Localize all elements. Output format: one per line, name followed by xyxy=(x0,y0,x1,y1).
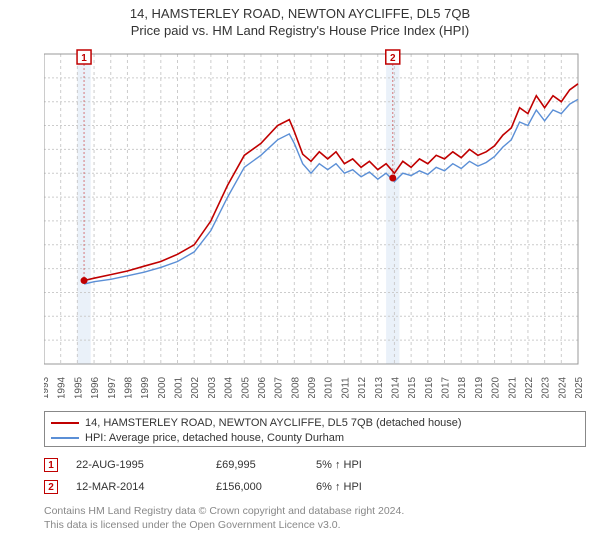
chart-container: 14, HAMSTERLEY ROAD, NEWTON AYCLIFFE, DL… xyxy=(0,0,600,560)
svg-text:2019: 2019 xyxy=(474,376,485,398)
svg-text:2016: 2016 xyxy=(424,376,435,398)
footer-line-2: This data is licensed under the Open Gov… xyxy=(44,518,404,532)
svg-text:2021: 2021 xyxy=(507,376,518,398)
title-line-1: 14, HAMSTERLEY ROAD, NEWTON AYCLIFFE, DL… xyxy=(0,6,600,21)
svg-text:2022: 2022 xyxy=(524,376,535,398)
sale-price-2: £156,000 xyxy=(216,481,316,493)
svg-text:2018: 2018 xyxy=(457,376,468,398)
legend-label-property: 14, HAMSTERLEY ROAD, NEWTON AYCLIFFE, DL… xyxy=(85,417,462,429)
sale-delta-2: 6% ↑ HPI xyxy=(316,481,362,493)
svg-text:2023: 2023 xyxy=(541,376,552,398)
sale-row-1: 1 22-AUG-1995 £69,995 5% ↑ HPI xyxy=(44,454,586,476)
legend-swatch-hpi xyxy=(51,437,79,439)
svg-text:1993: 1993 xyxy=(44,376,51,398)
legend-label-hpi: HPI: Average price, detached house, Coun… xyxy=(85,432,344,444)
svg-text:2000: 2000 xyxy=(157,376,168,398)
svg-text:2002: 2002 xyxy=(190,376,201,398)
svg-text:1997: 1997 xyxy=(107,376,118,398)
svg-text:2024: 2024 xyxy=(557,376,568,398)
svg-text:2025: 2025 xyxy=(574,376,585,398)
sale-date-2: 12-MAR-2014 xyxy=(76,481,216,493)
legend-swatch-property xyxy=(51,422,79,424)
svg-text:2014: 2014 xyxy=(390,376,401,398)
sales-rows: 1 22-AUG-1995 £69,995 5% ↑ HPI 2 12-MAR-… xyxy=(44,454,586,498)
svg-text:2010: 2010 xyxy=(324,376,335,398)
legend-item-property: 14, HAMSTERLEY ROAD, NEWTON AYCLIFFE, DL… xyxy=(51,415,579,430)
title-line-2: Price paid vs. HM Land Registry's House … xyxy=(0,23,600,38)
svg-text:2017: 2017 xyxy=(441,376,452,398)
svg-text:1995: 1995 xyxy=(73,376,84,398)
footer-line-1: Contains HM Land Registry data © Crown c… xyxy=(44,504,404,518)
svg-text:2004: 2004 xyxy=(224,376,235,398)
svg-text:2005: 2005 xyxy=(240,376,251,398)
svg-text:1998: 1998 xyxy=(123,376,134,398)
svg-text:1994: 1994 xyxy=(57,376,68,398)
svg-text:2011: 2011 xyxy=(340,377,351,398)
svg-text:1999: 1999 xyxy=(140,376,151,398)
sale-row-2: 2 12-MAR-2014 £156,000 6% ↑ HPI xyxy=(44,476,586,498)
sale-delta-1: 5% ↑ HPI xyxy=(316,459,362,471)
sale-date-1: 22-AUG-1995 xyxy=(76,459,216,471)
svg-text:2001: 2001 xyxy=(174,376,185,398)
svg-text:2003: 2003 xyxy=(207,376,218,398)
sale-price-1: £69,995 xyxy=(216,459,316,471)
title-block: 14, HAMSTERLEY ROAD, NEWTON AYCLIFFE, DL… xyxy=(0,0,600,38)
footer: Contains HM Land Registry data © Crown c… xyxy=(44,504,404,532)
svg-text:2008: 2008 xyxy=(290,376,301,398)
legend: 14, HAMSTERLEY ROAD, NEWTON AYCLIFFE, DL… xyxy=(44,411,586,447)
svg-text:2007: 2007 xyxy=(274,376,285,398)
svg-text:1: 1 xyxy=(81,53,87,64)
chart-area: £0K£20K£40K£60K£80K£100K£120K£140K£160K£… xyxy=(44,48,588,398)
svg-text:2020: 2020 xyxy=(491,376,502,398)
legend-item-hpi: HPI: Average price, detached house, Coun… xyxy=(51,430,579,445)
svg-text:2009: 2009 xyxy=(307,376,318,398)
sale-marker-box-1: 1 xyxy=(44,458,58,472)
sale-marker-box-2: 2 xyxy=(44,480,58,494)
svg-text:2013: 2013 xyxy=(374,376,385,398)
svg-text:2015: 2015 xyxy=(407,376,418,398)
svg-text:2012: 2012 xyxy=(357,376,368,398)
svg-text:2006: 2006 xyxy=(257,376,268,398)
svg-text:1996: 1996 xyxy=(90,376,101,398)
svg-text:2: 2 xyxy=(390,53,396,64)
chart-svg: £0K£20K£40K£60K£80K£100K£120K£140K£160K£… xyxy=(44,48,588,398)
